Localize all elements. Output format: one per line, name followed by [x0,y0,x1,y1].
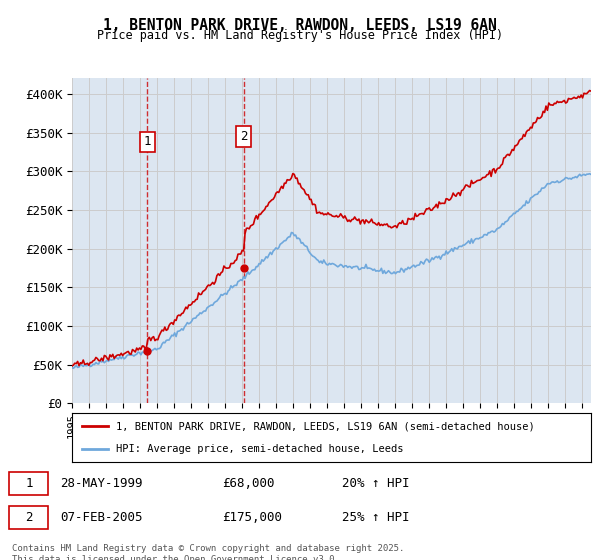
Text: 28-MAY-1999: 28-MAY-1999 [60,477,143,490]
Text: £175,000: £175,000 [222,511,282,524]
Text: 1: 1 [143,136,151,148]
Text: HPI: Average price, semi-detached house, Leeds: HPI: Average price, semi-detached house,… [116,444,404,454]
Text: Price paid vs. HM Land Registry's House Price Index (HPI): Price paid vs. HM Land Registry's House … [97,29,503,42]
Text: 07-FEB-2005: 07-FEB-2005 [60,511,143,524]
FancyBboxPatch shape [9,472,48,495]
Text: 25% ↑ HPI: 25% ↑ HPI [342,511,409,524]
Text: 1, BENTON PARK DRIVE, RAWDON, LEEDS, LS19 6AN: 1, BENTON PARK DRIVE, RAWDON, LEEDS, LS1… [103,18,497,33]
Text: 1, BENTON PARK DRIVE, RAWDON, LEEDS, LS19 6AN (semi-detached house): 1, BENTON PARK DRIVE, RAWDON, LEEDS, LS1… [116,421,535,431]
Text: 1: 1 [25,477,32,490]
Text: 2: 2 [25,511,32,524]
Text: 20% ↑ HPI: 20% ↑ HPI [342,477,409,490]
Text: Contains HM Land Registry data © Crown copyright and database right 2025.
This d: Contains HM Land Registry data © Crown c… [12,544,404,560]
FancyBboxPatch shape [9,506,48,529]
Text: 2: 2 [240,130,247,143]
Text: £68,000: £68,000 [222,477,275,490]
